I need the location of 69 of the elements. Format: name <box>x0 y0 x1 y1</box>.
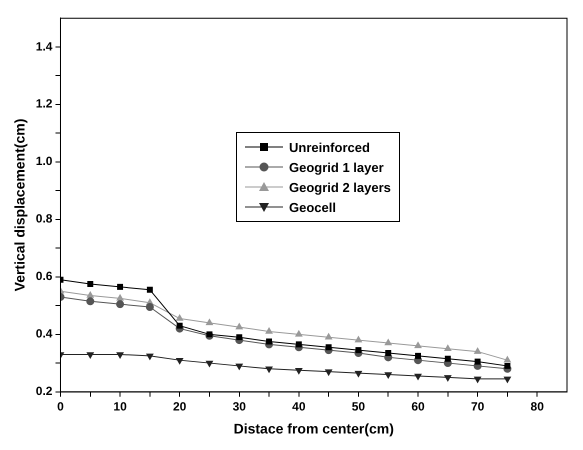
point <box>266 338 272 344</box>
point <box>176 358 184 364</box>
point <box>176 322 183 329</box>
point <box>176 314 184 321</box>
x-tick-label: 70 <box>470 399 485 414</box>
point <box>444 356 451 362</box>
y-tick-label: 0.8 <box>36 212 53 226</box>
point <box>474 358 481 365</box>
point <box>326 344 332 350</box>
point <box>236 364 243 370</box>
legend-label: Geocell <box>289 200 336 214</box>
point <box>354 336 362 342</box>
point <box>116 294 124 301</box>
x-tick-label: 0 <box>57 399 64 414</box>
point <box>87 281 94 288</box>
point <box>415 352 421 359</box>
point <box>414 374 422 380</box>
point <box>325 369 332 376</box>
point <box>414 342 422 348</box>
point <box>146 286 153 293</box>
point <box>385 350 392 356</box>
x-tick-label: 50 <box>352 399 366 414</box>
point <box>236 334 242 340</box>
point <box>384 372 392 379</box>
point <box>146 354 154 360</box>
x-tick-label: 80 <box>530 399 544 414</box>
y-tick-label: 0.4 <box>36 326 53 341</box>
point <box>295 368 302 374</box>
legend-label: Unreinforced <box>289 140 370 154</box>
point <box>355 347 362 354</box>
point <box>474 348 482 354</box>
point <box>504 362 510 369</box>
y-axis-title: Vertical displacement(cm) <box>11 118 28 292</box>
point <box>206 360 213 368</box>
point <box>504 356 511 362</box>
point <box>354 370 362 378</box>
y-tick-label: 0.6 <box>36 269 53 284</box>
x-axis-title: Distace from center(cm) <box>234 420 394 436</box>
point <box>116 352 124 358</box>
point <box>474 376 482 383</box>
y-tick-label: 1.2 <box>36 96 53 111</box>
legend-label: Geogrid 2 layers <box>289 180 391 194</box>
point <box>86 292 94 298</box>
y-tick-label: 1.4 <box>36 39 53 54</box>
point <box>384 338 392 346</box>
point <box>206 318 213 326</box>
legend-label: Geogrid 1 layer <box>289 160 384 174</box>
point <box>504 376 511 383</box>
x-tick-label: 10 <box>113 399 128 414</box>
point <box>296 341 302 348</box>
point <box>325 333 332 340</box>
y-tick-label: 0.2 <box>36 384 53 398</box>
x-tick-label: 30 <box>232 399 246 414</box>
y-tick-label: 1.0 <box>36 154 53 168</box>
point <box>86 297 94 306</box>
point <box>236 323 243 330</box>
point <box>444 375 452 382</box>
x-tick-label: 60 <box>411 399 426 414</box>
point <box>117 284 124 290</box>
x-tick-label: 40 <box>292 399 306 414</box>
x-tick-label: 20 <box>172 399 187 414</box>
point <box>295 330 302 337</box>
point <box>86 352 94 358</box>
point <box>444 344 452 351</box>
point <box>266 327 273 334</box>
point <box>266 366 273 373</box>
point <box>146 303 154 312</box>
point <box>206 331 212 338</box>
point <box>116 300 124 308</box>
